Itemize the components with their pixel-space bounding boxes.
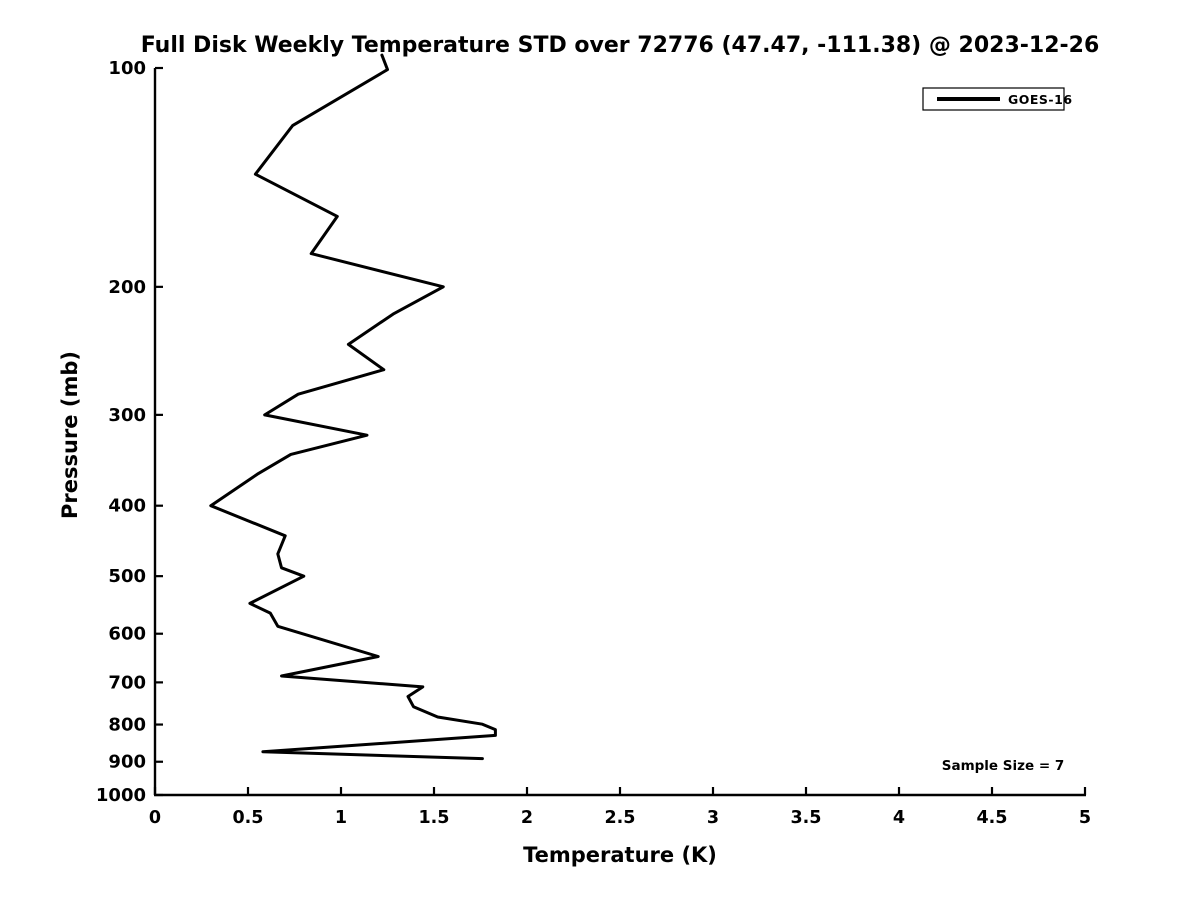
- x-tick-label: 3.5: [790, 808, 821, 828]
- x-tick-label: 1.5: [418, 808, 449, 828]
- y-tick-label: 200: [108, 277, 146, 298]
- y-tick-label: 800: [108, 715, 146, 736]
- y-tick-label: 700: [108, 672, 146, 693]
- x-tick-label: 1: [335, 808, 347, 828]
- x-axis-ticks: 0 0.5 1 1.5 2 2.5 3 3.5 4 4.5 5: [149, 787, 1091, 828]
- x-tick-label: 2.5: [604, 808, 635, 828]
- y-tick-label: 900: [108, 752, 146, 773]
- x-tick-label: 2: [521, 808, 533, 828]
- x-tick-label: 0: [149, 808, 161, 828]
- x-axis-label: Temperature (K): [523, 843, 717, 867]
- x-tick-label: 0.5: [232, 808, 263, 828]
- legend: GOES-16: [922, 87, 1073, 111]
- legend-label: GOES-16: [1008, 92, 1073, 107]
- x-tick-label: 4.5: [976, 808, 1007, 828]
- x-tick-label: 3: [707, 808, 719, 828]
- y-axis-label: Pressure (mb): [58, 351, 82, 519]
- y-tick-label: 300: [108, 405, 146, 426]
- y-tick-label: 600: [108, 624, 146, 645]
- x-tick-label: 5: [1079, 808, 1091, 828]
- y-tick-label: 100: [108, 58, 146, 79]
- sample-size-note: Sample Size = 7: [942, 758, 1065, 774]
- y-tick-label: 500: [108, 566, 146, 587]
- y-axis-ticks: 100 200 300 400 500 600 700 800 900 1000: [96, 58, 163, 806]
- plot-title: Full Disk Weekly Temperature STD over 72…: [141, 33, 1100, 58]
- y-tick-label: 400: [108, 496, 146, 517]
- x-tick-label: 4: [893, 808, 905, 828]
- goes16-data-line: [209, 53, 497, 761]
- y-tick-label: 1000: [96, 785, 146, 806]
